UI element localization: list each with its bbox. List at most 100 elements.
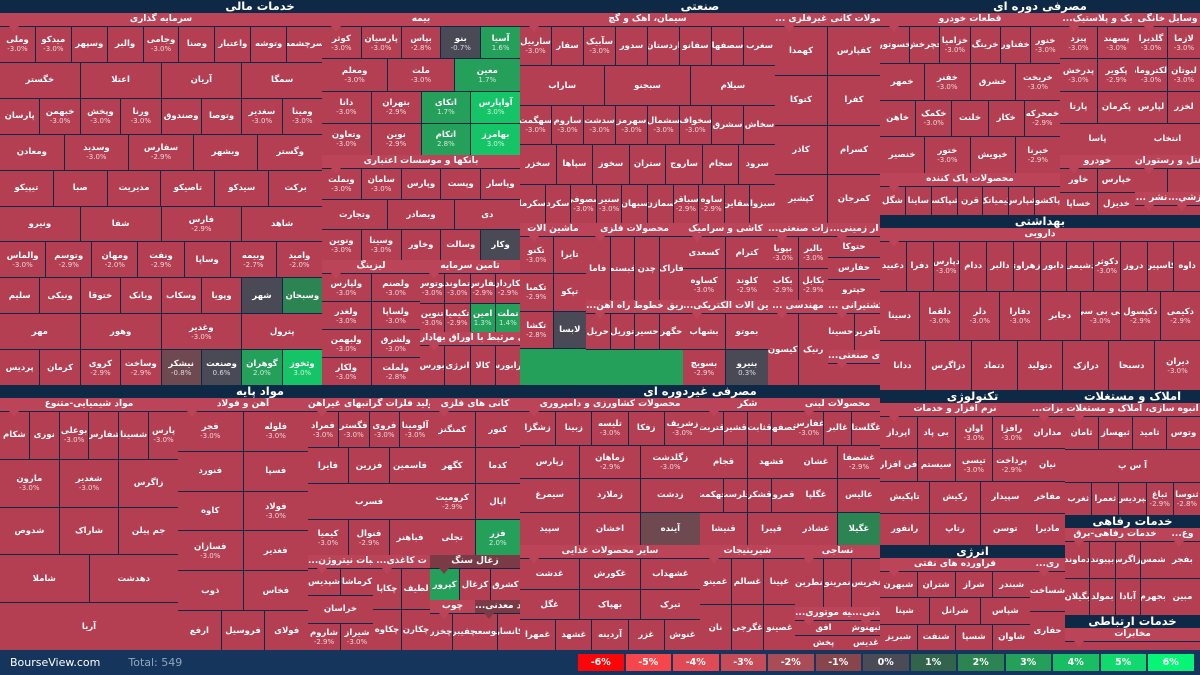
stock-tile[interactable]: ونیرو bbox=[0, 206, 80, 242]
stock-tile[interactable]: زپارس bbox=[520, 445, 580, 478]
sector-header[interactable]: انرژی bbox=[956, 545, 989, 558]
stock-tile[interactable]: سهرمز -3.0% bbox=[616, 105, 647, 145]
stock-tile[interactable]: توسن bbox=[980, 513, 1030, 545]
stock-tile[interactable]: بگیلان bbox=[1065, 579, 1090, 615]
stock-tile[interactable]: بپاس -2.8% bbox=[401, 27, 441, 59]
stock-tile[interactable]: وتوصا bbox=[201, 98, 242, 134]
stock-tile[interactable]: خکار bbox=[988, 100, 1024, 137]
stock-tile[interactable]: شیراز -3.0% bbox=[341, 623, 373, 650]
stock-tile[interactable]: نوین -2.9% bbox=[371, 123, 421, 155]
stock-tile[interactable]: ثبهساز bbox=[1099, 417, 1132, 449]
stock-tile[interactable]: سخزر bbox=[520, 145, 556, 184]
stock-tile[interactable]: لبوتان -3.0% bbox=[1168, 59, 1200, 91]
stock-tile[interactable]: ومعلم -3.0% bbox=[322, 59, 388, 91]
stock-tile[interactable]: کیسون bbox=[768, 314, 798, 385]
industry-header[interactable]: ...یزات bbox=[1030, 403, 1065, 422]
stock-tile[interactable]: پاکشو bbox=[1035, 187, 1060, 215]
stock-tile[interactable]: وبشهر bbox=[193, 134, 258, 170]
stock-tile[interactable]: سهگمت -3.0% bbox=[520, 105, 551, 145]
stock-tile[interactable]: سیدکو bbox=[215, 170, 269, 206]
stock-tile[interactable]: خمهر bbox=[880, 63, 925, 100]
stock-tile[interactable]: سخواف -3.0% bbox=[680, 105, 711, 145]
stock-tile[interactable]: سیلام bbox=[690, 66, 775, 105]
stock-tile[interactable]: خریخت -3.0% bbox=[1015, 63, 1060, 100]
stock-tile[interactable]: کاسپین bbox=[1147, 242, 1174, 291]
stock-tile[interactable]: شدوص bbox=[0, 507, 59, 555]
industry-header[interactable]: خدمات رفاهی-برق bbox=[1065, 528, 1165, 547]
industry-header[interactable]: کاشی و سرامیک bbox=[683, 223, 768, 242]
industry-header[interactable]: تامین سرمایه bbox=[420, 260, 520, 279]
industry-header[interactable]: ...یک و پلاستیک bbox=[1060, 13, 1135, 32]
stock-tile[interactable]: غگل bbox=[520, 589, 580, 620]
stock-tile[interactable]: سمازن bbox=[647, 184, 673, 223]
stock-tile[interactable]: پکویر -2.9% bbox=[1098, 59, 1135, 91]
stock-tile[interactable]: غگلپا bbox=[795, 479, 837, 512]
stock-tile[interactable]: حتوکا bbox=[828, 237, 880, 258]
stock-tile[interactable]: سکرما bbox=[520, 184, 545, 223]
industry-header[interactable]: محصولات کشاورزی و دامپروری bbox=[520, 398, 700, 417]
stock-tile[interactable]: سقاین bbox=[724, 184, 750, 223]
stock-tile[interactable]: شفا bbox=[80, 206, 161, 242]
stock-tile[interactable]: اپال bbox=[475, 484, 520, 519]
stock-tile[interactable]: بپیوند bbox=[1090, 542, 1115, 578]
stock-tile[interactable]: غشهد bbox=[556, 620, 592, 650]
stock-tile[interactable]: پسهند -3.0% bbox=[1098, 27, 1135, 59]
stock-tile[interactable]: تپکو bbox=[553, 274, 586, 311]
stock-tile[interactable]: وتعاون -3.0% bbox=[322, 123, 371, 155]
stock-tile[interactable]: غمهرا bbox=[520, 620, 556, 650]
stock-tile[interactable]: کرمان bbox=[40, 350, 80, 385]
stock-tile[interactable]: وبملت -3.0% bbox=[322, 169, 361, 199]
stock-tile[interactable]: سلیم bbox=[0, 278, 40, 314]
stock-tile[interactable]: فسرب bbox=[308, 484, 430, 519]
stock-tile[interactable]: خزامیا -3.0% bbox=[940, 27, 970, 63]
industry-header[interactable]: ... محصولات کانی غیرفلزی bbox=[775, 13, 880, 32]
stock-tile[interactable]: ستران bbox=[629, 145, 666, 184]
stock-tile[interactable]: فلوله -3.0% bbox=[243, 412, 308, 451]
stock-tile[interactable]: بتهران -2.9% bbox=[371, 91, 421, 123]
stock-tile[interactable]: سصفها bbox=[712, 27, 743, 66]
stock-tile[interactable]: صبا bbox=[53, 170, 107, 206]
stock-tile[interactable]: سشمال -3.0% bbox=[648, 105, 679, 145]
industry-header[interactable]: قطعات خودرو bbox=[880, 13, 1060, 32]
stock-tile[interactable]: کرومیت -2.9% bbox=[430, 484, 475, 519]
stock-tile[interactable]: وامید -2.0% bbox=[276, 242, 322, 278]
stock-tile[interactable]: زگلدشت -3.0% bbox=[640, 445, 700, 478]
stock-tile[interactable]: دکپسول -2.9% bbox=[1120, 291, 1160, 341]
stock-tile[interactable]: فولای bbox=[265, 611, 308, 650]
stock-tile[interactable]: ثامید bbox=[1133, 417, 1166, 449]
sector-header[interactable]: مصرفی غیردوره ای bbox=[643, 385, 757, 398]
stock-tile[interactable]: کاوه bbox=[178, 491, 243, 531]
stock-tile[interactable]: رافزا -3.0% bbox=[993, 417, 1030, 449]
industry-header[interactable]: ...ری bbox=[1030, 558, 1065, 577]
industry-header[interactable]: هتل و رستوران bbox=[1135, 155, 1200, 174]
industry-header[interactable]: تولید فلزات گرانبهای غیراهن bbox=[308, 398, 430, 417]
stock-tile[interactable]: رکیش bbox=[930, 481, 980, 513]
industry-header[interactable]: سرمایه گذاری bbox=[0, 13, 322, 32]
stock-tile[interactable]: ساروج bbox=[666, 145, 702, 184]
stock-tile[interactable]: ونوین -3.0% bbox=[322, 230, 361, 260]
stock-tile[interactable]: معین 1.7% bbox=[454, 59, 520, 91]
stock-tile[interactable]: نوری bbox=[29, 412, 59, 459]
stock-tile[interactable]: اتکای 1.7% bbox=[421, 91, 471, 123]
stock-tile[interactable]: کفپارس bbox=[828, 27, 880, 76]
stock-tile[interactable]: کیمیاتک bbox=[983, 187, 1009, 215]
industry-header[interactable]: ...یزات صنعتی bbox=[768, 223, 828, 242]
stock-tile[interactable]: تیپیکو bbox=[0, 170, 53, 206]
stock-tile[interactable]: شپاکسا bbox=[931, 187, 957, 215]
industry-header[interactable]: ... کشتیرانی bbox=[828, 300, 880, 319]
stock-tile[interactable]: شاروم -2.9% bbox=[308, 623, 340, 650]
stock-tile[interactable]: تکشا -2.8% bbox=[520, 311, 553, 348]
stock-tile[interactable]: زشریف -3.0% bbox=[664, 412, 700, 445]
stock-tile[interactable]: حگهر bbox=[659, 314, 683, 349]
stock-tile[interactable]: سنیر -3.0% bbox=[596, 184, 622, 223]
stock-tile[interactable]: خاهن bbox=[880, 100, 916, 137]
stock-tile[interactable]: ومعادن bbox=[0, 134, 64, 170]
industry-header[interactable]: فراورده های نفتی bbox=[880, 558, 1030, 577]
stock-tile[interactable]: عالیس bbox=[838, 479, 880, 512]
stock-tile[interactable]: ختوقا bbox=[80, 278, 121, 314]
industry-header[interactable]: ... نشر bbox=[1135, 192, 1168, 211]
stock-tile[interactable]: سباقر -2.9% bbox=[673, 184, 699, 223]
stock-tile[interactable]: مادیرا bbox=[1030, 513, 1065, 545]
stock-tile[interactable]: فسپا bbox=[243, 451, 308, 491]
stock-tile[interactable]: پخش bbox=[795, 636, 852, 650]
